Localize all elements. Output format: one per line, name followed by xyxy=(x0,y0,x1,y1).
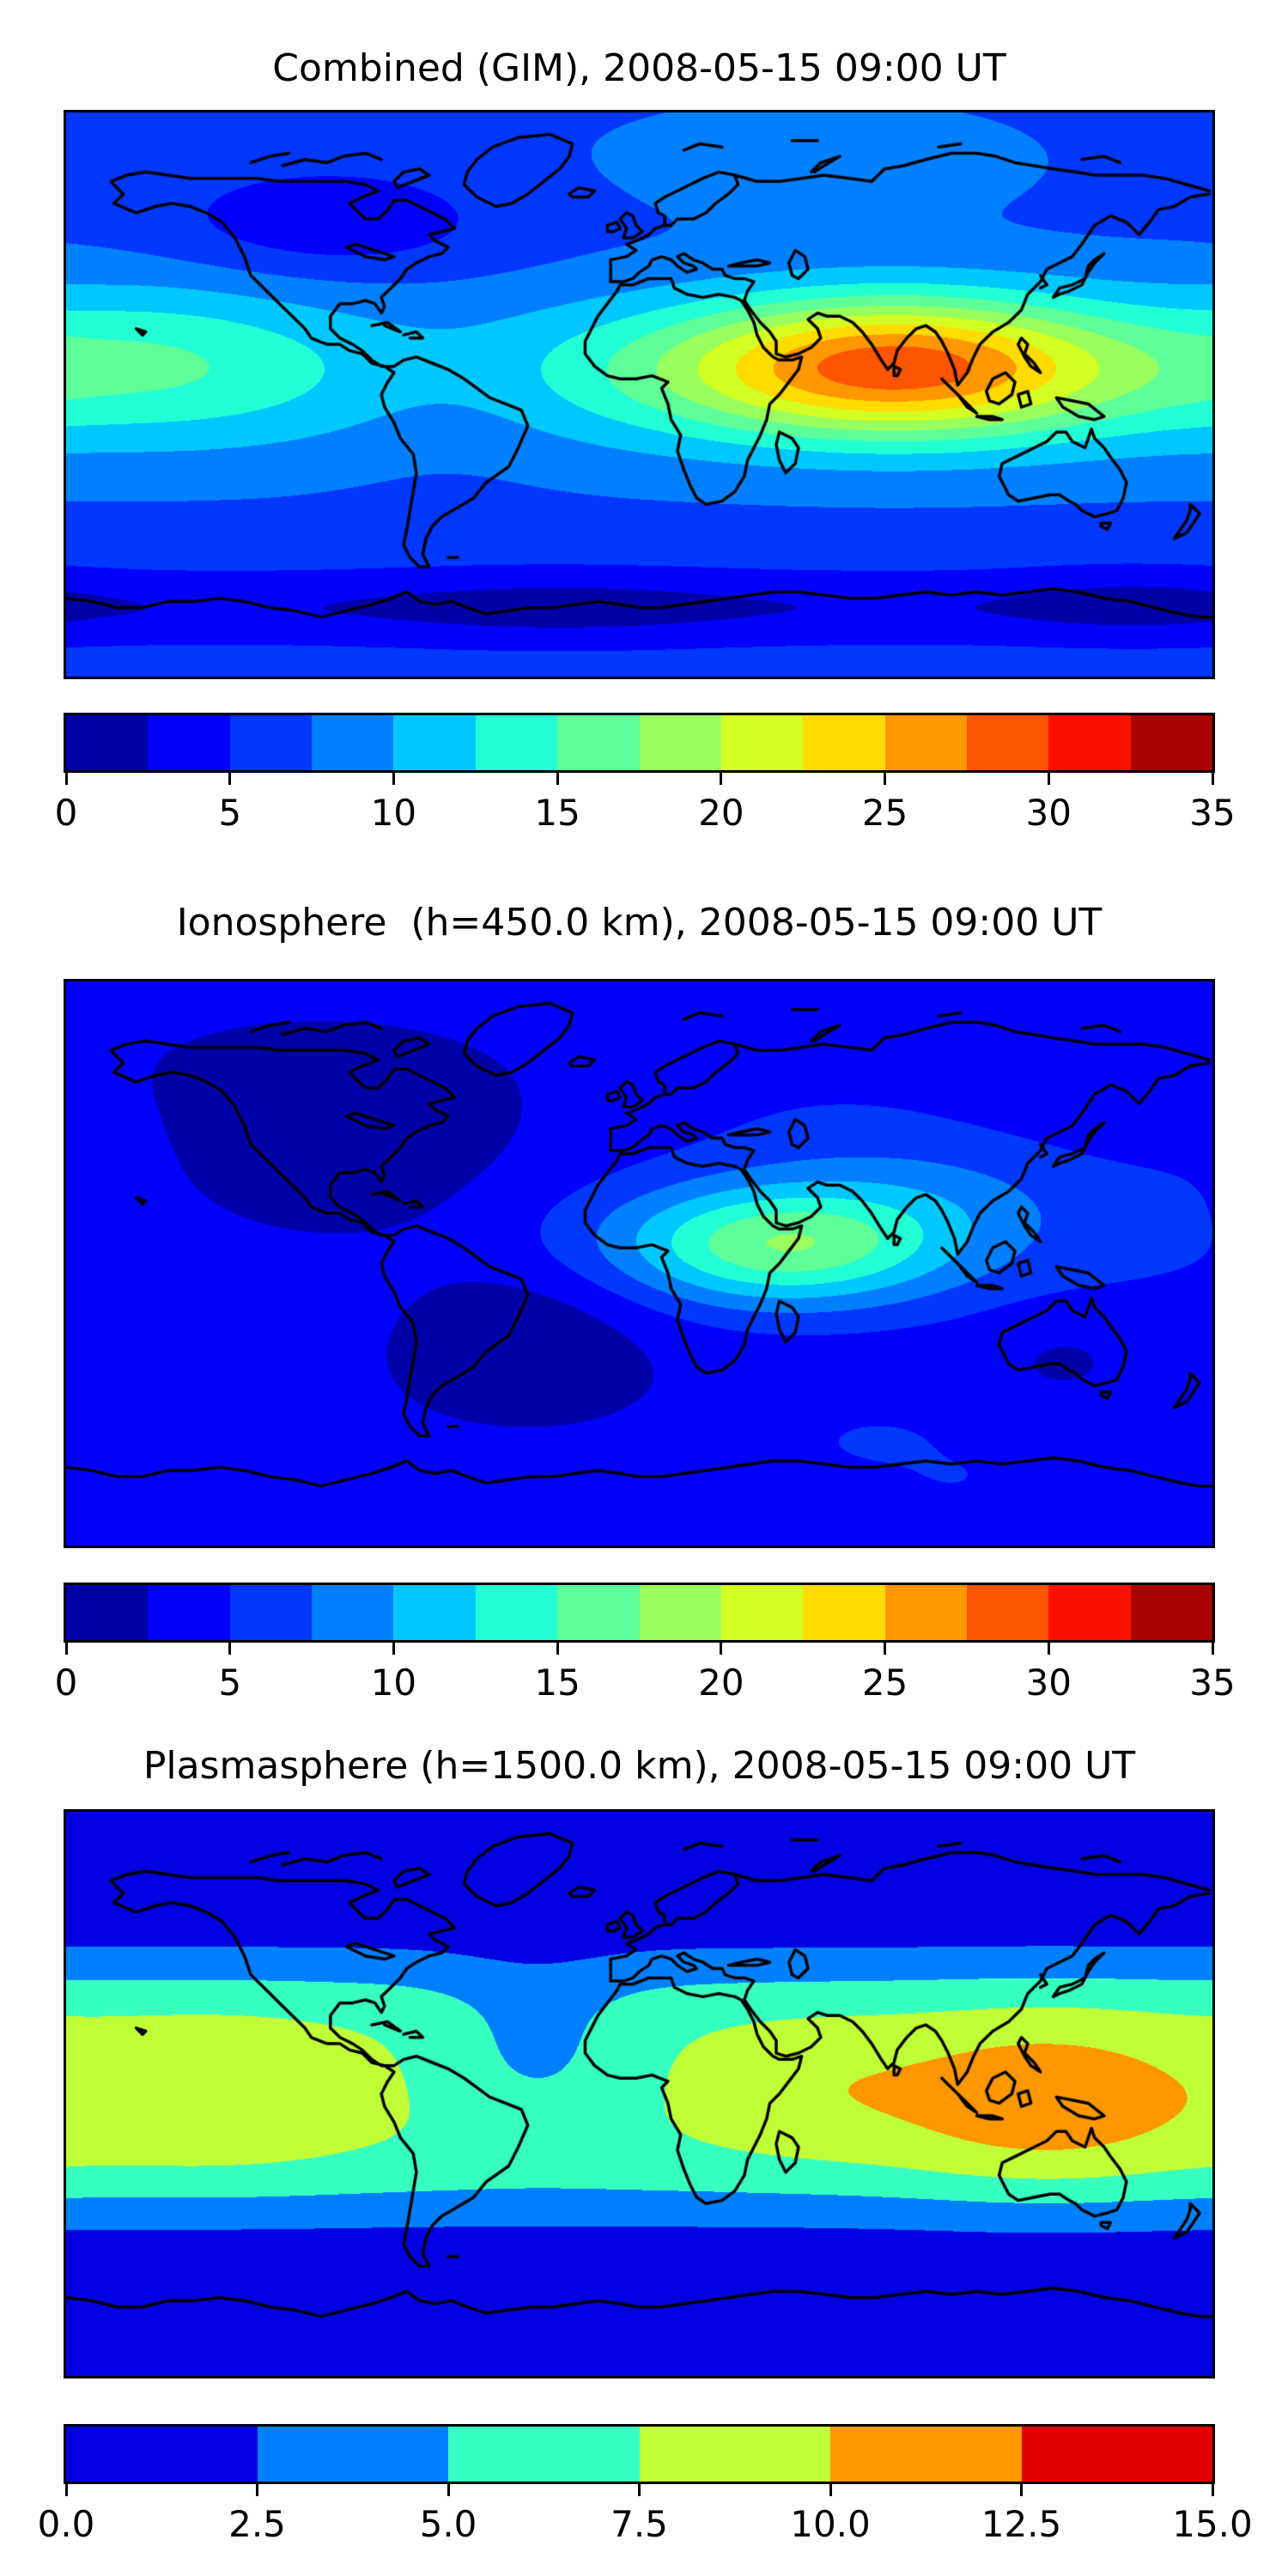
colorbar-tick xyxy=(64,773,68,785)
colorbar-tick-label: 0 xyxy=(54,792,78,834)
colorbar-segment xyxy=(966,1585,1049,1640)
colorbar-segment xyxy=(148,715,230,770)
colorbar-tick xyxy=(1020,2484,1023,2496)
colorbar-segment xyxy=(557,1585,640,1640)
colorbar-tick xyxy=(228,773,232,785)
colorbar-segment xyxy=(884,1585,967,1640)
colorbar-segment xyxy=(1021,2427,1212,2482)
map-canvas-plasmasphere xyxy=(66,1812,1212,2376)
colorbar-tick-label: 20 xyxy=(698,1662,744,1704)
colorbar-tick-label: 20 xyxy=(698,792,744,834)
colorbar-segment xyxy=(639,1585,721,1640)
colorbar-segment xyxy=(803,1585,885,1640)
colorbar-tick xyxy=(556,773,559,785)
map-canvas-combined xyxy=(66,112,1212,677)
colorbar-tick xyxy=(64,2484,68,2496)
colorbar-segment xyxy=(475,1585,558,1640)
colorbar-segment xyxy=(720,1585,804,1640)
colorbar-tick xyxy=(720,773,723,785)
colorbar-plasmasphere xyxy=(64,2424,1215,2484)
colorbar-segment xyxy=(830,2427,1022,2482)
colorbar-tick xyxy=(1047,773,1050,785)
colorbar-tick-label: 2.5 xyxy=(228,2503,286,2545)
colorbar-tick xyxy=(392,773,395,785)
colorbar-segment xyxy=(639,2427,830,2482)
colorbar-segment xyxy=(557,715,640,770)
colorbar-segment xyxy=(229,715,313,770)
colorbar-segment xyxy=(66,1585,149,1640)
colorbar-segment xyxy=(393,715,476,770)
colorbar-tick xyxy=(256,2484,258,2496)
colorbar-segment xyxy=(1048,715,1131,770)
colorbar-tick xyxy=(1211,773,1214,785)
colorbar-tick-label: 5 xyxy=(218,1662,242,1704)
colorbar-tick-label: 30 xyxy=(1025,792,1072,834)
colorbar-tick-label: 10 xyxy=(370,1662,417,1704)
colorbar-tick-label: 15.0 xyxy=(1172,2503,1253,2545)
colorbar-tick-label: 10.0 xyxy=(790,2503,871,2545)
colorbar-segment xyxy=(720,715,804,770)
colorbar-tick-label: 30 xyxy=(1025,1662,1072,1704)
colorbar-segment xyxy=(1130,715,1213,770)
colorbar-tick-label: 15 xyxy=(534,792,580,834)
colorbar-tick xyxy=(884,1643,887,1655)
colorbar-tick-label: 12.5 xyxy=(981,2503,1062,2545)
colorbar-segment xyxy=(148,1585,230,1640)
colorbar-tick xyxy=(638,2484,641,2496)
colorbar-tick xyxy=(1047,1643,1050,1655)
colorbar-tick-label: 35 xyxy=(1189,792,1236,834)
map-combined xyxy=(64,110,1215,679)
colorbar-segment xyxy=(257,2427,448,2482)
panel-title-plasmasphere: Plasmasphere (h=1500.0 km), 2008-05-15 0… xyxy=(143,1744,1136,1788)
colorbar-tick-label: 5.0 xyxy=(419,2503,477,2545)
colorbar-tick-label: 7.5 xyxy=(611,2503,668,2545)
map-canvas-ionosphere xyxy=(66,981,1212,1546)
colorbar-tick xyxy=(228,1643,232,1655)
colorbar-tick-label: 10 xyxy=(370,792,417,834)
colorbar-tick-label: 25 xyxy=(861,792,908,834)
panel-title-ionosphere: Ionosphere (h=450.0 km), 2008-05-15 09:0… xyxy=(176,901,1103,945)
colorbar-segment xyxy=(1130,1585,1213,1640)
colorbar-tick xyxy=(64,1643,68,1655)
colorbar-segment xyxy=(393,1585,476,1640)
colorbar-ionosphere xyxy=(64,1583,1215,1643)
colorbar-tick-label: 0.0 xyxy=(37,2503,95,2545)
colorbar-segment xyxy=(66,2427,258,2482)
colorbar-segment xyxy=(475,715,558,770)
colorbar-tick xyxy=(1211,1643,1214,1655)
colorbar-tick xyxy=(720,1643,723,1655)
colorbar-segment xyxy=(884,715,967,770)
colorbar-tick xyxy=(1211,2484,1214,2496)
colorbar-segment xyxy=(229,1585,313,1640)
colorbar-tick xyxy=(447,2484,450,2496)
colorbar-tick xyxy=(556,1643,559,1655)
colorbar-tick-label: 0 xyxy=(54,1662,78,1704)
map-ionosphere xyxy=(64,979,1215,1548)
colorbar-tick-label: 5 xyxy=(218,792,242,834)
colorbar-tick xyxy=(392,1643,395,1655)
colorbar-segment xyxy=(1048,1585,1131,1640)
colorbar-tick xyxy=(829,2484,832,2496)
colorbar-segment xyxy=(448,2427,640,2482)
map-plasmasphere xyxy=(64,1809,1215,2379)
colorbar-segment xyxy=(66,715,149,770)
colorbar-segment xyxy=(312,1585,394,1640)
colorbar-segment xyxy=(803,715,885,770)
colorbar-tick-label: 15 xyxy=(534,1662,580,1704)
colorbar-tick-label: 35 xyxy=(1189,1662,1236,1704)
colorbar-segment xyxy=(639,715,721,770)
colorbar-tick-label: 25 xyxy=(861,1662,908,1704)
colorbar-segment xyxy=(312,715,394,770)
colorbar-combined xyxy=(64,713,1215,773)
colorbar-tick xyxy=(884,773,887,785)
colorbar-segment xyxy=(966,715,1049,770)
panel-title-combined: Combined (GIM), 2008-05-15 09:00 UT xyxy=(272,46,1006,90)
